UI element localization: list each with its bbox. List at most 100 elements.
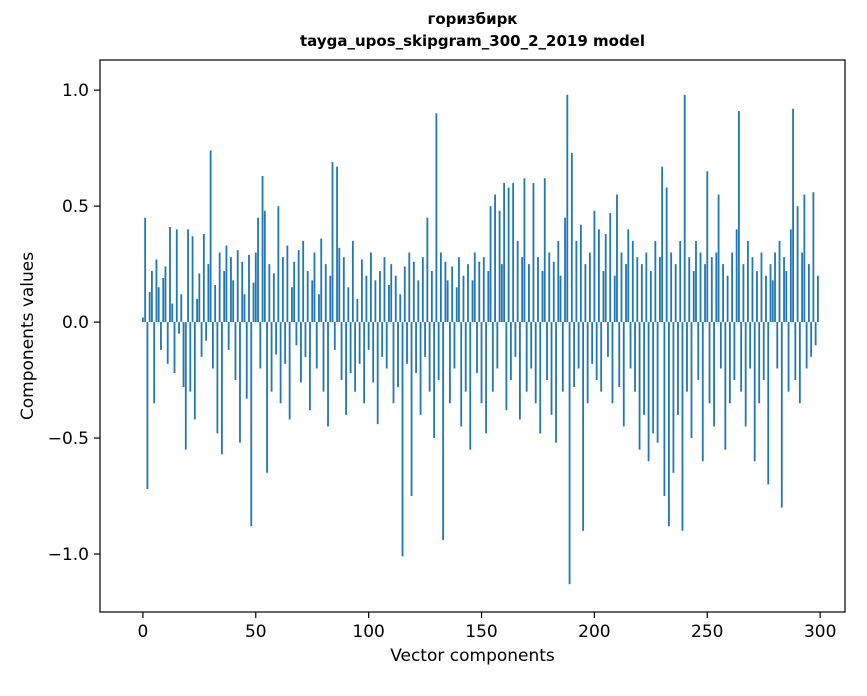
bar	[663, 322, 666, 497]
bar	[394, 275, 397, 323]
bar	[604, 233, 607, 323]
bar	[573, 322, 575, 388]
bar	[546, 322, 548, 381]
bar	[525, 322, 528, 392]
bar	[503, 182, 506, 323]
bar	[710, 257, 713, 323]
bar	[230, 257, 232, 323]
bar	[451, 266, 454, 323]
bar	[160, 322, 162, 350]
bar	[180, 294, 183, 323]
bar	[144, 217, 147, 323]
bar	[807, 264, 810, 323]
bar	[433, 322, 436, 439]
bar	[557, 240, 560, 323]
y-tick-label: −1.0	[48, 545, 89, 565]
bar	[385, 322, 388, 369]
tick-labels: 0 50 100 150 200 250 300 1.0 0.5 0.0 −0.5 −1.0	[48, 81, 837, 642]
bar	[787, 322, 790, 392]
x-tick-label: 150	[465, 622, 497, 642]
bar	[252, 282, 255, 323]
bar	[259, 322, 262, 369]
bar	[559, 275, 562, 323]
bar	[347, 287, 350, 323]
bar	[148, 291, 151, 323]
bar	[480, 322, 483, 404]
bar	[315, 322, 318, 369]
bar	[774, 252, 776, 323]
bar	[173, 322, 176, 374]
bar	[776, 322, 779, 369]
bar	[665, 187, 668, 323]
bar	[516, 240, 519, 323]
x-tick-label: 300	[804, 622, 836, 642]
bar	[706, 171, 709, 323]
bar	[749, 322, 752, 369]
bar	[670, 252, 673, 323]
bar	[367, 322, 370, 350]
bar	[496, 322, 499, 369]
bar	[688, 257, 691, 323]
x-tick-label: 100	[352, 622, 384, 642]
bar	[668, 322, 670, 527]
bar	[399, 294, 402, 323]
bar	[622, 322, 625, 427]
bar	[437, 322, 440, 381]
bar	[783, 257, 785, 323]
bar	[683, 94, 686, 323]
bar	[751, 257, 754, 323]
bar	[756, 271, 758, 323]
bar	[157, 287, 160, 323]
bar	[295, 322, 298, 346]
bar	[297, 250, 300, 323]
bar	[491, 322, 494, 392]
bar	[268, 264, 271, 323]
bar	[360, 259, 363, 323]
chart-title: горизбирк	[427, 10, 518, 28]
bar	[713, 322, 715, 427]
bar	[584, 264, 587, 323]
bar	[803, 194, 806, 323]
bar	[379, 271, 381, 323]
bar	[677, 322, 679, 415]
bar	[164, 266, 167, 323]
bar	[742, 264, 745, 323]
bar	[801, 252, 804, 323]
bar	[356, 298, 359, 323]
bar	[153, 322, 156, 404]
bar	[489, 206, 492, 323]
bar	[514, 322, 517, 357]
bar	[277, 206, 280, 323]
y-tick-label: −0.5	[48, 429, 89, 449]
bar	[263, 210, 266, 323]
bar	[225, 245, 228, 323]
bar	[471, 280, 474, 323]
bar	[505, 322, 508, 411]
bar	[193, 322, 196, 420]
bar	[205, 322, 208, 341]
bar	[426, 217, 429, 323]
bar	[645, 252, 648, 323]
bar	[582, 322, 585, 531]
bar	[406, 322, 408, 364]
bar	[595, 322, 598, 381]
bar	[735, 229, 738, 323]
bar	[654, 240, 657, 323]
bar	[701, 322, 704, 462]
bar	[753, 322, 756, 462]
bar	[464, 322, 467, 392]
bars	[141, 94, 819, 585]
bar	[814, 322, 817, 346]
bar	[397, 322, 399, 388]
bar	[351, 240, 354, 323]
bar	[455, 287, 458, 323]
bar	[446, 280, 449, 323]
bar	[719, 322, 722, 369]
bar	[679, 240, 682, 323]
x-tick-label: 0	[137, 622, 148, 642]
bar	[449, 322, 451, 404]
axes-spines	[94, 59, 846, 618]
y-tick-label: 0.0	[62, 313, 89, 333]
bar	[306, 271, 309, 323]
bar	[607, 322, 609, 357]
